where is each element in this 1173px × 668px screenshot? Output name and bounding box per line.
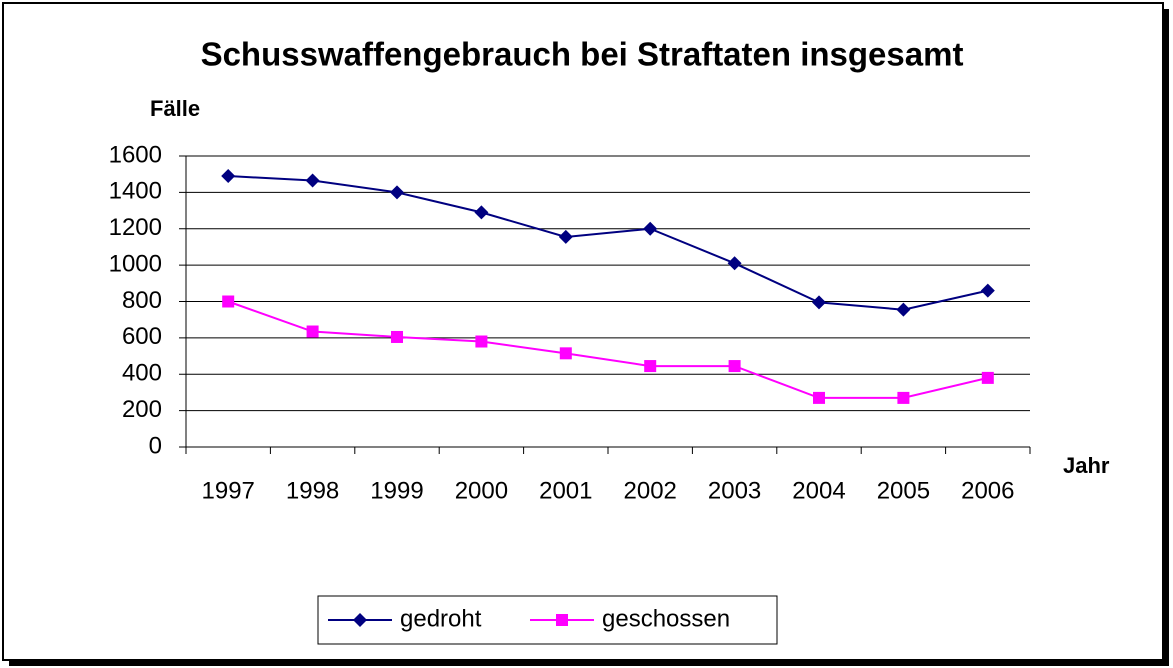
data-point xyxy=(813,391,825,404)
frame xyxy=(2,2,1164,661)
x-tick-label: 2006 xyxy=(961,477,1014,504)
chart-title: Schusswaffengebrauch bei Straftaten insg… xyxy=(201,36,964,73)
y-tick-label: 200 xyxy=(122,396,162,423)
data-point xyxy=(306,325,319,338)
x-tick-label: 2004 xyxy=(792,477,845,504)
data-point xyxy=(643,221,658,236)
data-point xyxy=(558,229,573,244)
legend-label: geschossen xyxy=(602,605,730,632)
data-point xyxy=(222,295,235,308)
legend-marker xyxy=(556,614,568,626)
x-tick-label: 2000 xyxy=(455,477,508,504)
data-point xyxy=(221,169,236,184)
data-point xyxy=(305,173,320,188)
x-tick-label: 2003 xyxy=(708,477,761,504)
y-tick-label: 1600 xyxy=(109,141,162,168)
y-axis-label: Fälle xyxy=(150,96,200,121)
data-point xyxy=(559,347,572,360)
x-tick-label: 1997 xyxy=(202,477,255,504)
data-point xyxy=(727,256,742,271)
legend-marker xyxy=(353,613,367,627)
data-point xyxy=(474,205,489,220)
legend-label: gedroht xyxy=(400,605,482,632)
y-tick-label: 0 xyxy=(149,432,162,459)
series-line xyxy=(227,300,989,399)
x-tick-label: 1999 xyxy=(370,477,423,504)
data-point xyxy=(390,185,404,200)
data-point xyxy=(897,391,910,404)
data-point xyxy=(812,295,826,310)
y-tick-label: 800 xyxy=(122,287,162,314)
data-point xyxy=(644,360,657,373)
y-tick-label: 400 xyxy=(122,360,162,387)
y-tick-label: 600 xyxy=(122,323,162,350)
data-point xyxy=(896,302,911,317)
series-line xyxy=(228,175,989,311)
data-point xyxy=(728,360,741,373)
data-point xyxy=(391,330,403,343)
x-tick-label: 2001 xyxy=(539,477,592,504)
data-point xyxy=(981,371,994,384)
x-tick-label: 2002 xyxy=(624,477,677,504)
x-tick-label: 1998 xyxy=(286,477,339,504)
data-point xyxy=(980,283,995,298)
x-tick-label: 2005 xyxy=(877,477,930,504)
y-tick-label: 1200 xyxy=(109,214,162,241)
y-tick-label: 1400 xyxy=(109,178,162,205)
y-tick-label: 1000 xyxy=(109,250,162,277)
data-point xyxy=(475,335,488,348)
x-axis-label: Jahr xyxy=(1063,453,1110,478)
